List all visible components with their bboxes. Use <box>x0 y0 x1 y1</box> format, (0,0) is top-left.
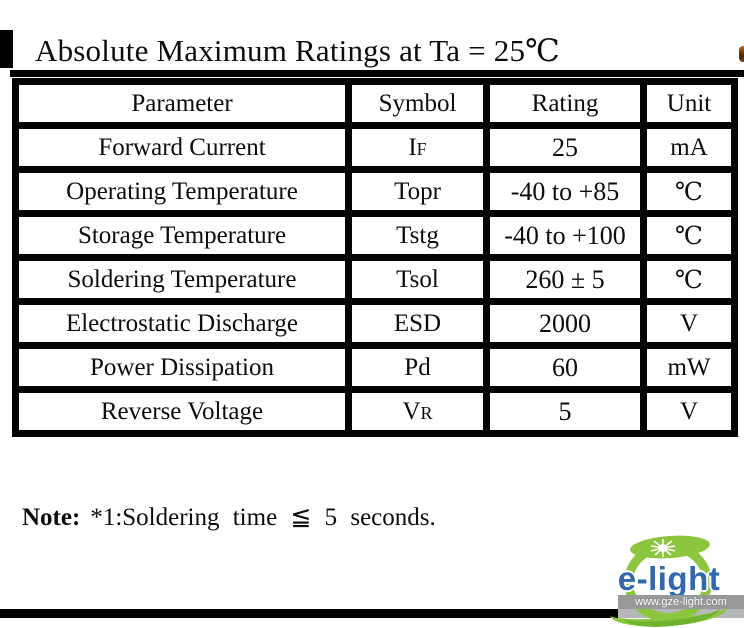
cell-symbol: Pd <box>345 342 490 393</box>
cell-rating: -40 to +100 <box>483 210 647 261</box>
absolute-maximum-ratings-table: Parameter Symbol Rating Unit Forward Cur… <box>12 78 738 437</box>
symbol-main: Topr <box>394 177 441 205</box>
sun-icon <box>650 539 676 557</box>
header-rating: Rating <box>483 78 647 129</box>
logo-brand-text: e-light <box>617 560 721 597</box>
bottom-rule-black <box>0 609 618 618</box>
logo-url-text: www.gze-light.com <box>635 596 727 608</box>
e-light-logo: e-light www.gze-light.com <box>594 533 744 628</box>
symbol-main: I <box>408 133 417 161</box>
cell-symbol: Tstg <box>345 210 490 261</box>
table-row-storage-temperature: Storage Temperature Tstg -40 to +100 ℃ <box>12 210 738 261</box>
cell-symbol: IF <box>345 122 490 173</box>
symbol-subscript: F <box>416 138 427 159</box>
table-row-power-dissipation: Power Dissipation Pd 60 mW <box>12 342 738 393</box>
cell-symbol: VR <box>345 386 490 437</box>
cell-symbol: ESD <box>345 298 490 349</box>
cell-parameter: Storage Temperature <box>12 210 352 261</box>
cell-rating: 25 <box>483 122 647 173</box>
table-row-operating-temperature: Operating Temperature Topr -40 to +85 ℃ <box>12 166 738 217</box>
page-edge-bullet-artifact <box>739 46 744 62</box>
symbol-main: Pd <box>404 353 431 381</box>
symbol-main: Tstg <box>396 221 439 249</box>
cell-unit: mW <box>640 342 738 393</box>
footnote-label: Note: <box>22 504 81 531</box>
symbol-main: Tsol <box>396 265 439 293</box>
page-title: Absolute Maximum Ratings at Ta = 25℃ <box>35 33 561 68</box>
cell-rating: 60 <box>483 342 647 393</box>
title-underline-rule <box>10 70 744 77</box>
table-row-reverse-voltage: Reverse Voltage VR 5 V <box>12 386 738 437</box>
cell-rating: 2000 <box>483 298 647 349</box>
footnote: Note: *1:Soldering time ≦ 5 seconds. <box>22 502 436 532</box>
symbol-main: ESD <box>393 309 442 337</box>
cell-unit: ℃ <box>640 254 738 305</box>
cell-parameter: Forward Current <box>12 122 352 173</box>
table-row-forward-current: Forward Current IF 25 mA <box>12 122 738 173</box>
footnote-text: *1:Soldering time ≦ 5 seconds. <box>90 504 436 531</box>
cell-rating: -40 to +85 <box>483 166 647 217</box>
cell-parameter: Operating Temperature <box>12 166 352 217</box>
cell-parameter: Reverse Voltage <box>12 386 352 437</box>
cell-unit: ℃ <box>640 166 738 217</box>
cell-parameter: Electrostatic Discharge <box>12 298 352 349</box>
header-symbol: Symbol <box>345 78 490 129</box>
cell-unit: ℃ <box>640 210 738 261</box>
logo-url-banner: www.gze-light.com <box>618 595 744 609</box>
cell-rating: 260 ± 5 <box>483 254 647 305</box>
cell-unit: V <box>640 386 738 437</box>
header-parameter: Parameter <box>12 78 352 129</box>
symbol-main: V <box>402 397 421 425</box>
table-row-soldering-temperature: Soldering Temperature Tsol 260 ± 5 ℃ <box>12 254 738 305</box>
table-row-electrostatic-discharge: Electrostatic Discharge ESD 2000 V <box>12 298 738 349</box>
header-unit: Unit <box>640 78 738 129</box>
cell-symbol: Topr <box>345 166 490 217</box>
symbol-subscript: R <box>420 402 433 423</box>
cell-rating: 5 <box>483 386 647 437</box>
cell-parameter: Power Dissipation <box>12 342 352 393</box>
title-accent-bar <box>0 30 13 68</box>
cell-unit: V <box>640 298 738 349</box>
cell-parameter: Soldering Temperature <box>12 254 352 305</box>
cell-unit: mA <box>640 122 738 173</box>
cell-symbol: Tsol <box>345 254 490 305</box>
table-header-row: Parameter Symbol Rating Unit <box>12 78 738 129</box>
